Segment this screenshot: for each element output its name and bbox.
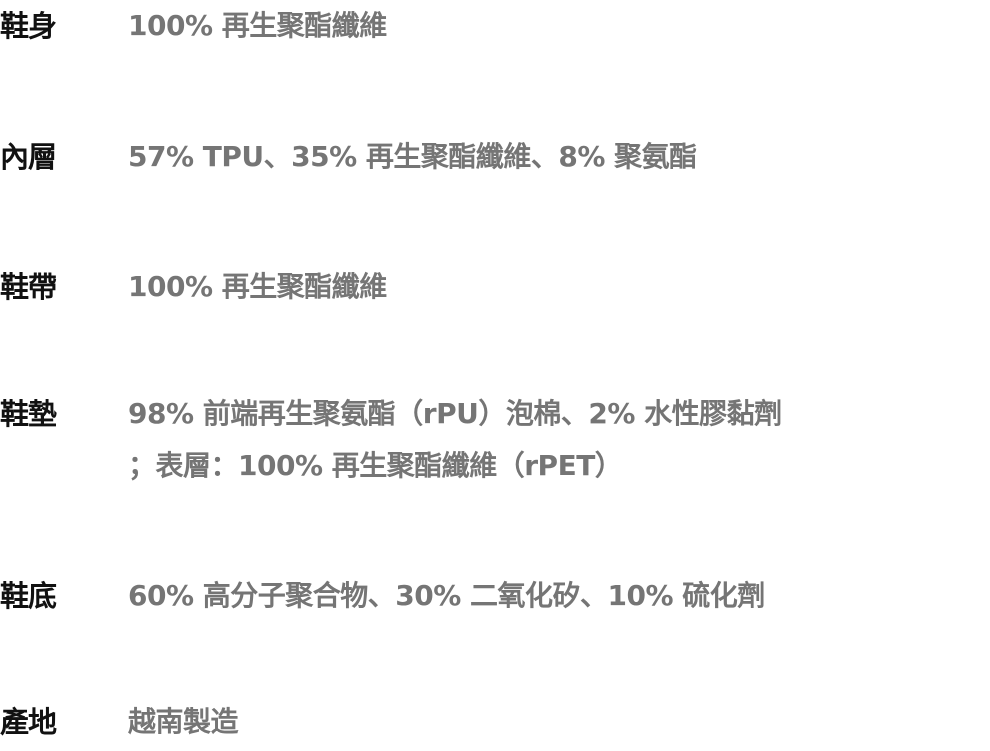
spec-label: 鞋底 — [0, 579, 57, 613]
spec-value: 100% 再生聚酯纖維 — [128, 9, 387, 42]
spec-value-line2: ；表層：100% 再生聚酯纖維（rPET） — [128, 449, 623, 482]
spec-label: 鞋身 — [0, 9, 57, 43]
spec-value-line1: 98% 前端再生聚氨酯（rPU）泡棉、2% 水性膠黏劑 — [128, 397, 782, 430]
spec-value: 60% 高分子聚合物、30% 二氧化矽、10% 硫化劑 — [128, 579, 765, 612]
spec-value: 98% 前端再生聚氨酯（rPU）泡棉、2% 水性膠黏劑 ；表層：100% 再生聚… — [128, 388, 978, 492]
spec-value: 越南製造 — [128, 705, 239, 738]
spec-label: 鞋帶 — [0, 270, 57, 304]
spec-value: 100% 再生聚酯纖維 — [128, 270, 387, 303]
spec-label: 內層 — [0, 140, 57, 174]
spec-value: 57% TPU、35% 再生聚酯纖維、8% 聚氨酯 — [128, 140, 697, 173]
spec-label: 鞋墊 — [0, 397, 57, 431]
spec-label: 產地 — [0, 705, 57, 739]
